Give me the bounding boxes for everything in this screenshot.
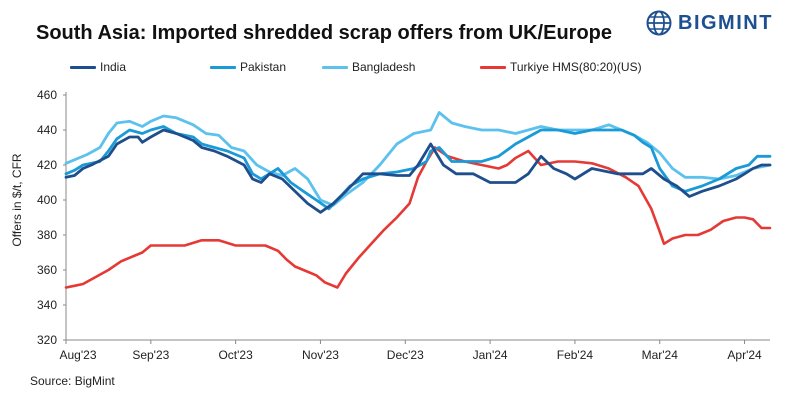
- series-line-india: [64, 128, 772, 214]
- y-tick-label: 340: [37, 298, 57, 312]
- legend-label-turkiye: Turkiye HMS(80:20)(US): [510, 60, 642, 74]
- x-tick-label: Feb'24: [557, 348, 594, 362]
- series-lines: [64, 111, 772, 289]
- legend-swatch-india: [70, 65, 96, 69]
- y-tick-label: 440: [37, 123, 57, 137]
- series-line-pakistan: [64, 125, 772, 211]
- series-line-turkiye: [64, 146, 772, 289]
- legend-label-india: India: [100, 60, 127, 74]
- chart-axes: 320 340 360 380 400 420 440 460 Aug'23 Sep'23 Oct'…: [37, 88, 770, 362]
- legend-swatch-pakistan: [210, 65, 236, 69]
- y-tick-label: 400: [37, 193, 57, 207]
- y-tick-label: 420: [37, 158, 57, 172]
- x-tick-label: Dec'23: [387, 348, 424, 362]
- series-line-bangladesh: [64, 111, 772, 207]
- y-tick-label: 320: [37, 333, 57, 347]
- legend-label-pakistan: Pakistan: [240, 60, 287, 74]
- bigmint-logo[interactable]: BIGMINT: [646, 10, 773, 36]
- legend-item-turkiye: Turkiye HMS(80:20)(US): [480, 60, 642, 74]
- legend-label-bangladesh: Bangladesh: [352, 60, 416, 74]
- x-tick-label: Aug'23: [60, 348, 97, 362]
- x-tick-label: Apr'24: [727, 348, 762, 362]
- source-note: Source: BigMint: [30, 374, 115, 388]
- bigmint-globe-icon: [646, 10, 672, 36]
- legend-item-india: India: [70, 60, 126, 74]
- legend: India Pakistan Bangladesh Turkiye HMS(80…: [70, 60, 790, 80]
- logo-text: BIGMINT: [678, 11, 773, 34]
- chart-title: South Asia: Imported shredded scrap offe…: [36, 22, 613, 44]
- x-tick-label: Oct'23: [218, 348, 253, 362]
- x-tick-label: Mar'24: [642, 348, 679, 362]
- legend-item-bangladesh: Bangladesh: [322, 60, 415, 74]
- y-axis-label: Offers in $/t, CFR: [10, 153, 24, 246]
- x-tick-label: Sep'23: [132, 348, 169, 362]
- x-tick-label: Jan'24: [473, 348, 508, 362]
- legend-item-pakistan: Pakistan: [210, 60, 286, 74]
- x-tick-label: Nov'23: [302, 348, 339, 362]
- y-tick-label: 380: [37, 228, 57, 242]
- legend-swatch-bangladesh: [322, 65, 348, 69]
- legend-swatch-turkiye: [480, 65, 506, 69]
- y-tick-label: 360: [37, 263, 57, 277]
- y-tick-label: 460: [37, 88, 57, 102]
